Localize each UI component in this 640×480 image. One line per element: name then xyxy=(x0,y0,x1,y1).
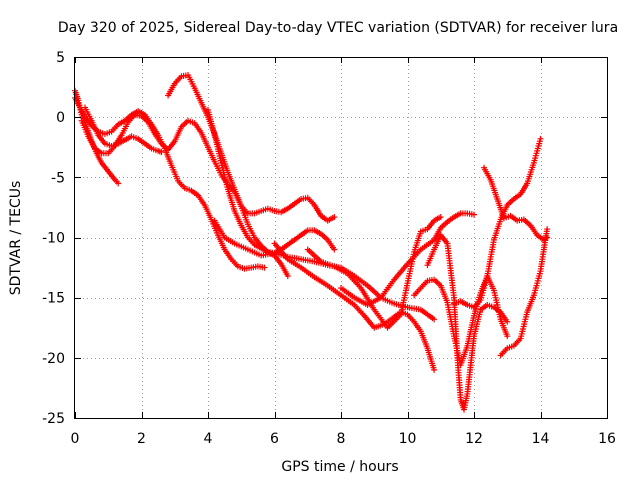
x-tick-label: 14 xyxy=(532,431,550,447)
series-arc-12 xyxy=(424,232,511,413)
series-markers xyxy=(499,228,550,357)
series-markers xyxy=(339,210,475,307)
y-tick-label: -25 xyxy=(42,411,65,427)
series-markers xyxy=(482,166,549,242)
series-arc-15 xyxy=(497,226,551,359)
x-tick-label: 2 xyxy=(137,431,146,447)
x-axis-label: GPS time / hours xyxy=(281,459,398,475)
series-arc-13 xyxy=(451,135,544,311)
series-arc-4 xyxy=(81,104,165,156)
x-tick-label: 12 xyxy=(465,431,483,447)
y-tick-label: 0 xyxy=(56,110,65,126)
x-tick-label: 8 xyxy=(337,431,346,447)
grid-layer xyxy=(75,57,607,418)
series-markers xyxy=(425,233,509,411)
series-markers xyxy=(205,109,336,256)
y-tick-label: -5 xyxy=(51,170,65,186)
series-markers xyxy=(273,242,437,371)
series-arc-9 xyxy=(304,214,444,331)
y-axis-label: SDTVAR / TECUs xyxy=(8,181,24,296)
x-tick-label: 0 xyxy=(71,431,80,447)
y-tick-label: -20 xyxy=(42,351,65,367)
y-tick-label: -15 xyxy=(42,291,65,307)
x-tick-label: 6 xyxy=(270,431,279,447)
y-tick-label: -10 xyxy=(42,231,65,247)
x-tick-label: 10 xyxy=(399,431,417,447)
y-tick-label: 5 xyxy=(56,50,65,66)
series-layer xyxy=(72,72,551,413)
x-tick-label: 16 xyxy=(598,431,616,447)
series-arc-14 xyxy=(480,164,551,243)
chart-title: Day 320 of 2025, Sidereal Day-to-day VTE… xyxy=(58,20,618,36)
series-arc-10 xyxy=(338,210,477,308)
series-arc-8 xyxy=(271,240,438,373)
series-markers xyxy=(453,138,543,310)
series-markers xyxy=(83,106,163,155)
x-tick-label: 4 xyxy=(204,431,213,447)
tick-layer: 0 2 4 6 8 10 12 14 16 5 0 -5 -10 -15 -20 -25 xyxy=(42,50,616,447)
